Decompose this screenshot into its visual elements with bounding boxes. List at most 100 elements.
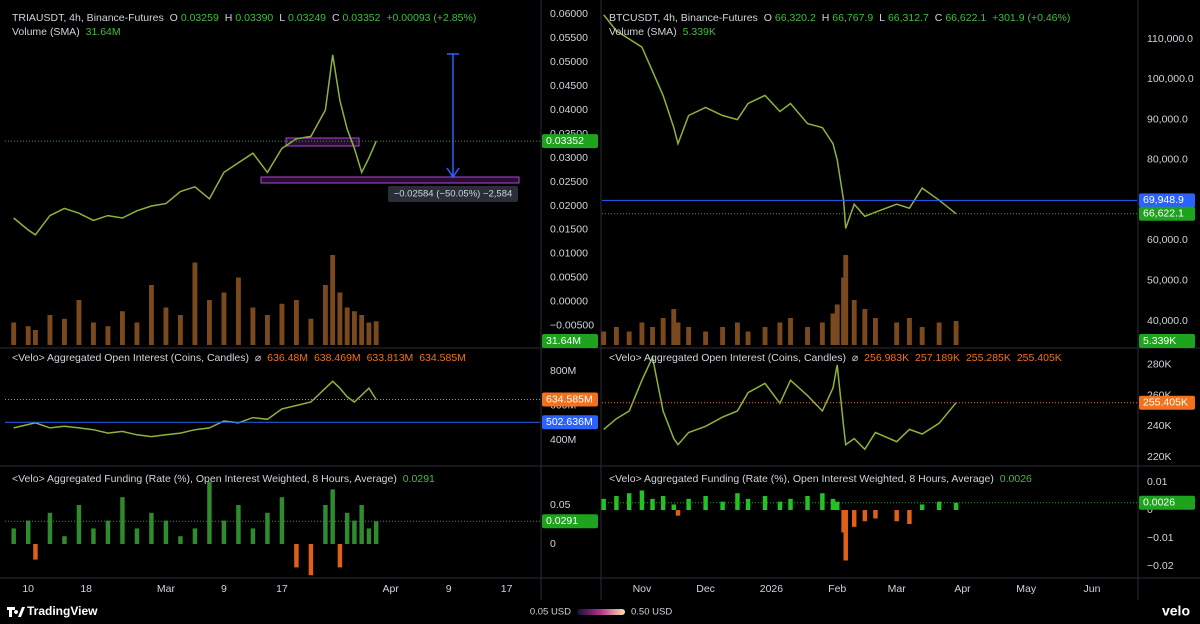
x-tick-label: May [1016,583,1037,595]
y-tick-label: 80,000.0 [1147,154,1188,166]
volume-bar [805,327,810,345]
funding-bar [149,512,154,544]
funding-bar [134,528,140,544]
ohlc-value: 66,320.2 [774,12,816,24]
x-tick-label: Nov [633,583,652,595]
price-line [603,354,957,451]
ref-tag: 502.636M [546,416,593,428]
funding-bar [221,520,227,544]
y-tick-label: 0.03000 [550,152,588,164]
logo [7,607,25,617]
volume-bar [906,318,912,345]
funding-bar [76,504,82,544]
volume-bar [745,331,751,345]
y-tick-label: −0.01 [1147,532,1174,544]
volume-bar [279,303,285,345]
funding-bar [330,489,335,544]
last-tag-box [542,514,598,529]
indicator-value: 255.405K [1016,352,1062,364]
x-tick-label: 2026 [760,583,784,595]
volume-bar [206,300,212,345]
y-tick-label: 60,000.0 [1147,234,1188,246]
scale-max: 0.50 USD [631,607,672,618]
ohlc-value: 0.03352 [342,12,381,24]
funding-bar [359,504,364,544]
volume-bar [894,322,900,345]
funding-bar [62,536,67,544]
x-tick-label: 9 [446,583,452,595]
funding-bar [352,520,357,544]
volume-bar [25,326,31,345]
measure-label: −0.02584 (−50.05%) −2,584 [394,189,513,200]
indicator-title: <Velo> Aggregated Open Interest (Coins, … [12,352,249,364]
ohlc-key: O [763,12,772,24]
x-tick-label: Jun [1084,583,1101,595]
volume-bar [862,309,868,345]
last-tag: 0.03352 [546,135,584,147]
volume-bar [788,318,793,345]
volume-tag-box [1139,334,1195,348]
ohlc-key: L [279,12,286,24]
funding-bar [120,497,125,544]
volume-bar [178,315,183,345]
ref-tag: 69,948.9 [1143,194,1184,206]
funding-bar [703,496,708,511]
legend: BTCUSDT, 4h, Binance-Futures O 66,320.2 H… [609,11,1073,39]
funding-bar [862,510,868,522]
volume-bar [91,322,96,345]
funding-bar [25,520,31,544]
indicator-value: 255.285K [965,352,1011,364]
last-tag-box [1139,206,1195,221]
y-tick-label: 110,000.0 [1147,33,1193,45]
y-tick-label: 0.04000 [550,104,588,116]
funding-bar [830,498,836,511]
funding-bar [745,498,751,511]
y-tick-label: −0.02 [1147,560,1174,572]
volume-bar [344,307,350,345]
volume-value: 31.64M [85,26,121,38]
volume-bar [105,326,111,345]
volume-bar [330,255,336,345]
funding-bar [614,496,619,511]
volume-bar [337,292,343,345]
funding-bar [953,502,959,511]
x-tick-label: Mar [888,583,907,595]
funding-bar [47,512,53,544]
brand2: velo [1162,603,1190,619]
legend: <Velo> Aggregated Open Interest (Coins, … [609,351,1065,365]
volume-bar [33,330,38,345]
volume-bar [351,311,357,345]
funding-bar [105,520,111,544]
volume-value: 5.339K [682,26,716,38]
last-tag: 255.405K [1143,396,1188,408]
volume-title: Volume (SMA) [609,26,677,38]
y-tick-label: 100,000.0 [1147,73,1194,85]
y-tick-label: −0.00500 [550,320,594,332]
y-tick-label: 0.02500 [550,176,588,188]
ohlc-value: 0.03390 [235,12,274,24]
volume-bar [819,322,825,345]
x-tick-label: Apr [954,583,971,595]
ohlc-value: 66,767.9 [832,12,874,24]
x-tick-label: 18 [80,583,92,595]
funding-bar [626,493,632,511]
funding-bar [11,528,16,544]
volume-bar [675,322,681,345]
volume-bar [639,322,645,345]
legend: TRIAUSDT, 4h, Binance-Futures O 0.03259 H… [12,11,479,39]
volume-bar [308,318,314,345]
indicator-value: 633.813M [366,352,414,364]
funding-bar [250,528,256,544]
funding-bar [265,512,270,544]
funding-bar [366,528,372,544]
funding-bar [337,544,343,568]
indicator-value: 0.0026 [999,473,1032,485]
funding-bar [686,498,691,511]
volume-bar [936,322,942,345]
funding-bar [820,493,825,511]
last-tag-box [1139,395,1195,410]
funding-bar [936,501,942,511]
volume-bar [686,327,692,345]
y-tick-label: 90,000.0 [1147,113,1188,125]
funding-bar [163,520,169,544]
